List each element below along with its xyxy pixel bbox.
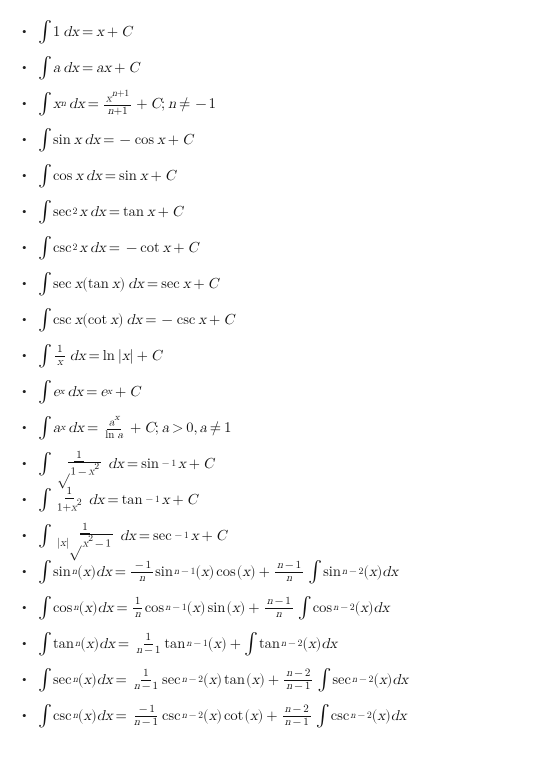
formula: ∫1xdx=ln|x|+C	[38, 344, 161, 368]
integral-sign: ∫	[38, 524, 52, 547]
fraction: 1√1−x2	[55, 450, 103, 479]
formula-item: ∫cscn(x)dx= −1n−1cscn−2(x)cot(x)+ n−2n−1…	[10, 698, 544, 734]
fraction: 1n−1	[132, 668, 160, 692]
formula-item: ∫sinn(x)dx= −1nsinn−1(x)cos(x)+ n−1n∫sin…	[10, 554, 544, 590]
fraction: xn+1n+1	[104, 90, 131, 118]
formula: ∫tann(x)dx= 1n−1tann−1(x)+∫tann−2(x)dx	[38, 632, 337, 656]
formula-item: ∫cosxdx=sinx+C	[10, 158, 544, 194]
formula: ∫csc2xdx=−cotx+C	[38, 236, 198, 259]
fraction: n−1n	[275, 560, 303, 584]
integral-sign: ∫	[38, 632, 52, 655]
integral-sign: ∫	[38, 308, 52, 331]
formula: ∫ 1|x|√x2−1 dx=sec−1x+C	[38, 522, 226, 551]
fraction: n−2n−1	[283, 704, 311, 728]
integral-sign: ∫	[38, 416, 52, 439]
integral-sign: ∫	[298, 596, 312, 619]
fraction: 11+x2	[55, 486, 84, 514]
formula-item: ∫1dx=x+C	[10, 14, 544, 50]
formula: ∫ 1√1−x2 dx=sin−1x+C	[38, 450, 214, 479]
integral-sign: ∫	[38, 344, 52, 367]
integral-sign: ∫	[38, 200, 52, 223]
integral-sign: ∫	[38, 596, 52, 619]
formula: ∫cscx(cotx)dx=−cscx+C	[38, 308, 234, 331]
integral-sign: ∫	[38, 560, 52, 583]
fraction: 1|x|√x2−1	[55, 522, 115, 551]
formula: ∫ 11+x2 dx=tan−1x+C	[38, 486, 197, 514]
formula: ∫xndx= xn+1n+1 +C;n≠−1	[38, 90, 216, 118]
formula: ∫secn(x)dx= 1n−1secn−2(x)tan(x)+ n−2n−1∫…	[38, 668, 408, 692]
integral-sign: ∫	[308, 560, 322, 583]
formula-item: ∫adx=ax+C	[10, 50, 544, 86]
formula: ∫sec2xdx=tanx+C	[38, 200, 182, 223]
formula-item: ∫secn(x)dx= 1n−1secn−2(x)tan(x)+ n−2n−1∫…	[10, 662, 544, 698]
integral-sign: ∫	[38, 272, 52, 295]
integral-formula-list: ∫1dx=x+C ∫adx=ax+C ∫xndx= xn+1n+1 +C;n≠−…	[10, 14, 544, 734]
formula-item: ∫xndx= xn+1n+1 +C;n≠−1	[10, 86, 544, 122]
formula-item: ∫ 1|x|√x2−1 dx=sec−1x+C	[10, 518, 544, 554]
integral-sign: ∫	[38, 236, 52, 259]
integral-sign: ∫	[316, 704, 330, 727]
formula: ∫cosxdx=sinx+C	[38, 164, 175, 187]
integral-sign: ∫	[38, 452, 52, 475]
fraction: −1n	[131, 560, 153, 584]
formula: ∫sinxdx=−cosx+C	[38, 128, 193, 151]
fraction: n−1n	[265, 596, 293, 620]
formula-item: ∫secx(tanx)dx=secx+C	[10, 266, 544, 302]
formula-item: ∫sinxdx=−cosx+C	[10, 122, 544, 158]
formula: ∫secx(tanx)dx=secx+C	[38, 272, 218, 295]
formula-item: ∫ 1√1−x2 dx=sin−1x+C	[10, 446, 544, 482]
integral-sign: ∫	[244, 632, 258, 655]
formula: ∫adx=ax+C	[38, 56, 139, 79]
integral-sign: ∫	[38, 56, 52, 79]
integral-sign: ∫	[38, 128, 52, 151]
formula-container: ∫1dx=x+C ∫adx=ax+C ∫xndx= xn+1n+1 +C;n≠−…	[0, 0, 554, 748]
integral-sign: ∫	[317, 668, 331, 691]
formula-item: ∫1xdx=ln|x|+C	[10, 338, 544, 374]
fraction: 1n	[133, 596, 143, 620]
formula-item: ∫axdx= axlna +C;a>0,a≠1	[10, 410, 544, 446]
fraction: 1n−1	[134, 632, 162, 656]
formula-item: ∫cscx(cotx)dx=−cscx+C	[10, 302, 544, 338]
integral-sign: ∫	[38, 668, 52, 691]
integral-sign: ∫	[38, 380, 52, 403]
integral-sign: ∫	[38, 704, 52, 727]
fraction: −1n−1	[132, 704, 160, 728]
formula-item: ∫sec2xdx=tanx+C	[10, 194, 544, 230]
fraction: n−2n−1	[284, 668, 312, 692]
integral-sign: ∫	[38, 164, 52, 187]
formula: ∫cosn(x)dx= 1ncosn−1(x)sin(x)+ n−1n∫cosn…	[38, 596, 389, 620]
fraction: axlna	[103, 414, 125, 442]
integral-sign: ∫	[38, 92, 52, 115]
formula: ∫sinn(x)dx= −1nsinn−1(x)cos(x)+ n−1n∫sin…	[38, 560, 398, 584]
fraction: 1x	[55, 344, 65, 368]
integral-sign: ∫	[38, 20, 52, 43]
integral-sign: ∫	[38, 488, 52, 511]
formula-item: ∫exdx=ex+C	[10, 374, 544, 410]
formula: ∫axdx= axlna +C;a>0,a≠1	[38, 414, 231, 442]
formula: ∫1dx=x+C	[38, 20, 132, 43]
formula-item: ∫cosn(x)dx= 1ncosn−1(x)sin(x)+ n−1n∫cosn…	[10, 590, 544, 626]
formula: ∫exdx=ex+C	[38, 380, 140, 403]
formula-item: ∫csc2xdx=−cotx+C	[10, 230, 544, 266]
formula-item: ∫tann(x)dx= 1n−1tann−1(x)+∫tann−2(x)dx	[10, 626, 544, 662]
formula-item: ∫ 11+x2 dx=tan−1x+C	[10, 482, 544, 518]
formula: ∫cscn(x)dx= −1n−1cscn−2(x)cot(x)+ n−2n−1…	[38, 704, 406, 728]
